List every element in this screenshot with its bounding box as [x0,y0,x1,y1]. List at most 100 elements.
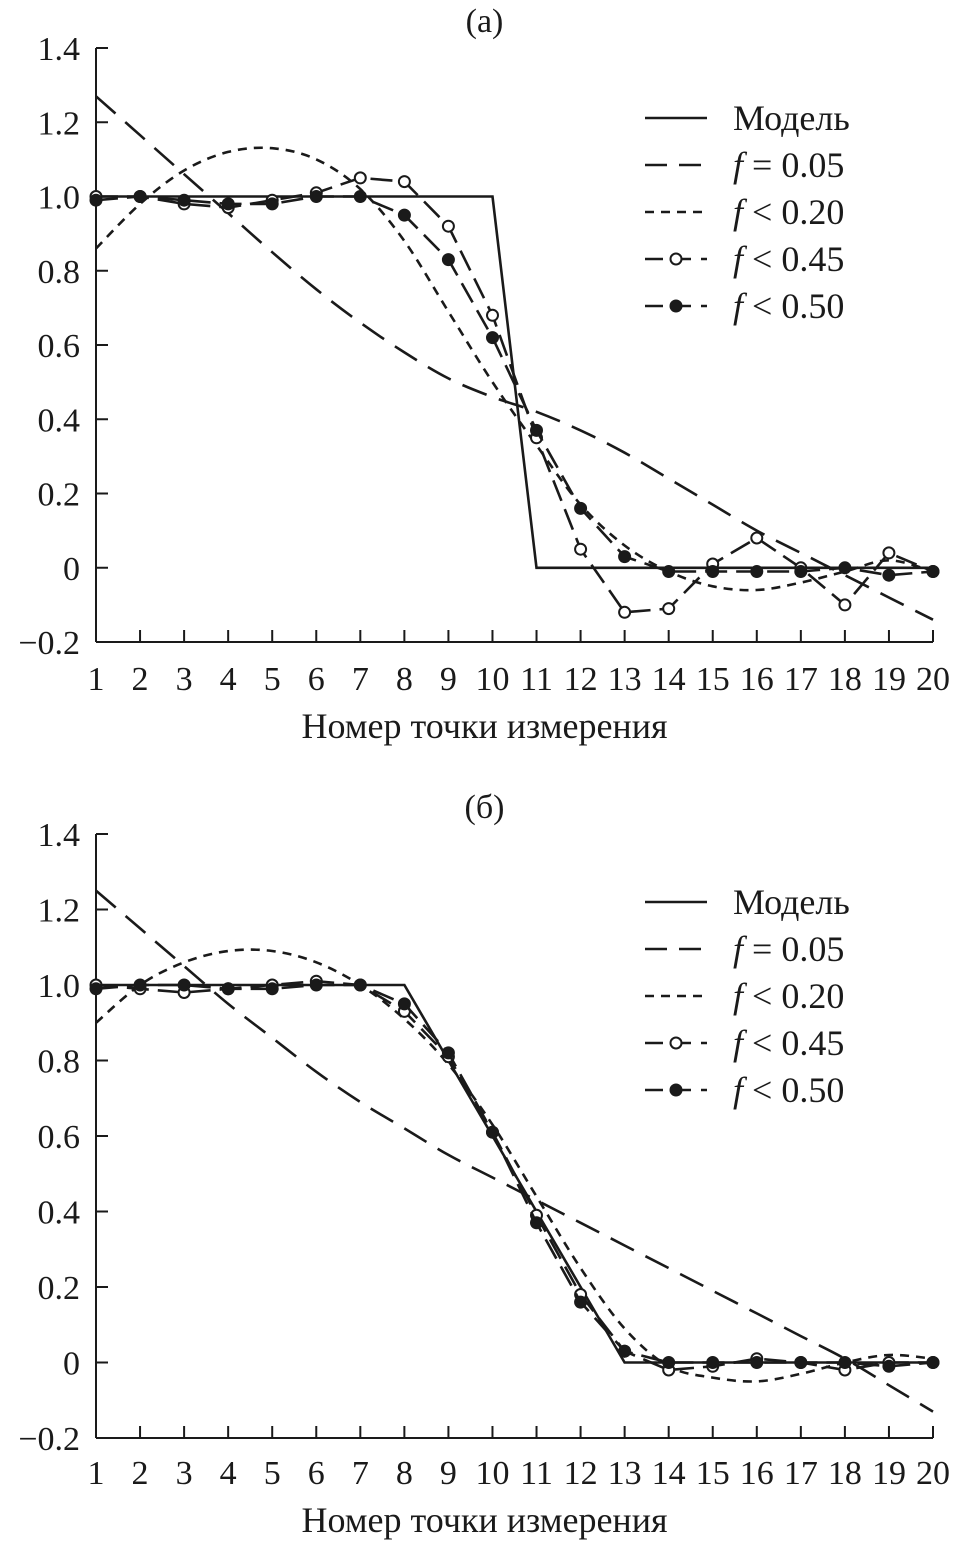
series-line-3 [95,146,934,592]
x-tick-label: 5 [264,661,281,698]
y-tick-label: 1.0 [38,180,81,217]
chart-panel-1: (а)1.41.21.00.80.60.40.20−0.21 2 3 4 5 6 7 8 9 10… [18,3,950,746]
legend-swatch-marker [669,1036,683,1050]
x-tick-label: 19 [872,1455,906,1492]
legend-entry: f < 0.20 [733,976,844,1016]
data-point [926,1356,940,1369]
x-axis-title: Номер точки измерения [301,1500,667,1540]
data-point [838,598,852,612]
data-point [353,978,367,992]
legend-entry: f < 0.45 [733,1023,844,1063]
x-tick-label: 9 [440,661,457,698]
x-tick-label: 4 [220,661,237,698]
legend-entry: f < 0.50 [733,286,844,326]
data-point [662,565,676,578]
y-tick-label: 1.4 [38,31,81,68]
x-axis-title: Номер точки измерения [301,706,667,746]
data-point [221,982,235,996]
x-tick-label: 4 [220,1455,237,1492]
x-tick-label: 16 [740,661,774,698]
data-point [221,197,235,211]
x-tick-label: 12 [564,1455,598,1492]
data-point [838,1356,852,1369]
legend-swatch-marker [669,252,683,266]
data-point [618,605,632,619]
data-point [397,175,411,189]
x-tick-label: 6 [308,661,325,698]
data-point [486,1125,499,1139]
data-point [530,423,543,437]
data-point [794,1356,808,1369]
data-point [441,219,455,233]
data-point [794,565,808,578]
x-tick-label: 5 [264,1455,281,1492]
legend-swatch-marker [669,299,683,313]
series-line-5 [95,195,934,577]
x-tick-label: 7 [352,1455,369,1492]
x-tick-label: 8 [396,1455,413,1492]
y-tick-label: −0.2 [18,625,80,662]
x-tick-label: 1 [88,661,105,698]
data-point [441,253,455,267]
y-tick-label: 0 [63,1346,80,1383]
legend-entry: Модель [733,98,850,138]
legend-entry: f = 0.05 [733,145,844,185]
data-point [133,190,147,203]
y-tick-label: 1.2 [38,893,81,930]
x-tick-label: 18 [828,1455,862,1492]
data-point [486,308,499,322]
x-tick-label: 14 [652,1455,686,1492]
y-tick-label: 1.2 [38,105,81,142]
chart-panel-2: (б)1.41.21.00.80.60.40.20−0.21 2 3 4 5 6 7 8 9 10… [18,789,950,1540]
data-point [618,1344,632,1358]
y-tick-label: 0 [63,551,80,588]
y-tick-label: 0.4 [38,402,81,439]
data-point [530,1216,543,1230]
panel-label: (а) [466,3,504,40]
series-line-2 [95,95,934,621]
x-tick-label: 17 [784,661,818,698]
data-point [926,565,940,578]
data-point [750,531,764,545]
legend-swatch-marker [669,1083,683,1097]
data-point [662,1356,676,1369]
data-point [574,1295,588,1309]
legend-entry: Модель [733,882,850,922]
data-point [618,550,632,564]
x-tick-label: 9 [440,1455,457,1492]
x-tick-label: 2 [132,661,149,698]
data-point [177,193,191,207]
data-point [882,1359,896,1373]
x-tick-label: 20 [916,1455,950,1492]
y-tick-label: 0.2 [38,477,81,514]
y-tick-label: 1.0 [38,968,81,1005]
y-tick-label: 0.8 [38,1044,81,1081]
x-tick-label: 13 [608,661,642,698]
data-point [882,546,896,560]
x-tick-label: 18 [828,661,862,698]
series-line-4 [96,176,934,614]
data-point [574,542,588,556]
data-point [750,565,764,578]
data-point [89,982,103,996]
x-tick-label: 12 [564,661,598,698]
data-point [750,1356,764,1369]
x-tick-label: 3 [176,661,193,698]
data-point [309,978,323,992]
y-tick-label: −0.2 [18,1421,80,1458]
series-line-3 [95,948,934,1383]
legend-entry: f = 0.05 [733,929,844,969]
series-line-5 [95,983,934,1368]
data-point [353,171,367,185]
legend-entry: f < 0.20 [733,192,844,232]
y-tick-label: 0.8 [38,254,81,291]
x-tick-label: 8 [396,661,413,698]
data-point [662,602,676,616]
data-point [265,982,279,996]
x-tick-label: 16 [740,1455,774,1492]
x-tick-label: 20 [916,661,950,698]
x-tick-label: 6 [308,1455,325,1492]
x-tick-label: 17 [784,1455,818,1492]
data-point [574,501,588,515]
